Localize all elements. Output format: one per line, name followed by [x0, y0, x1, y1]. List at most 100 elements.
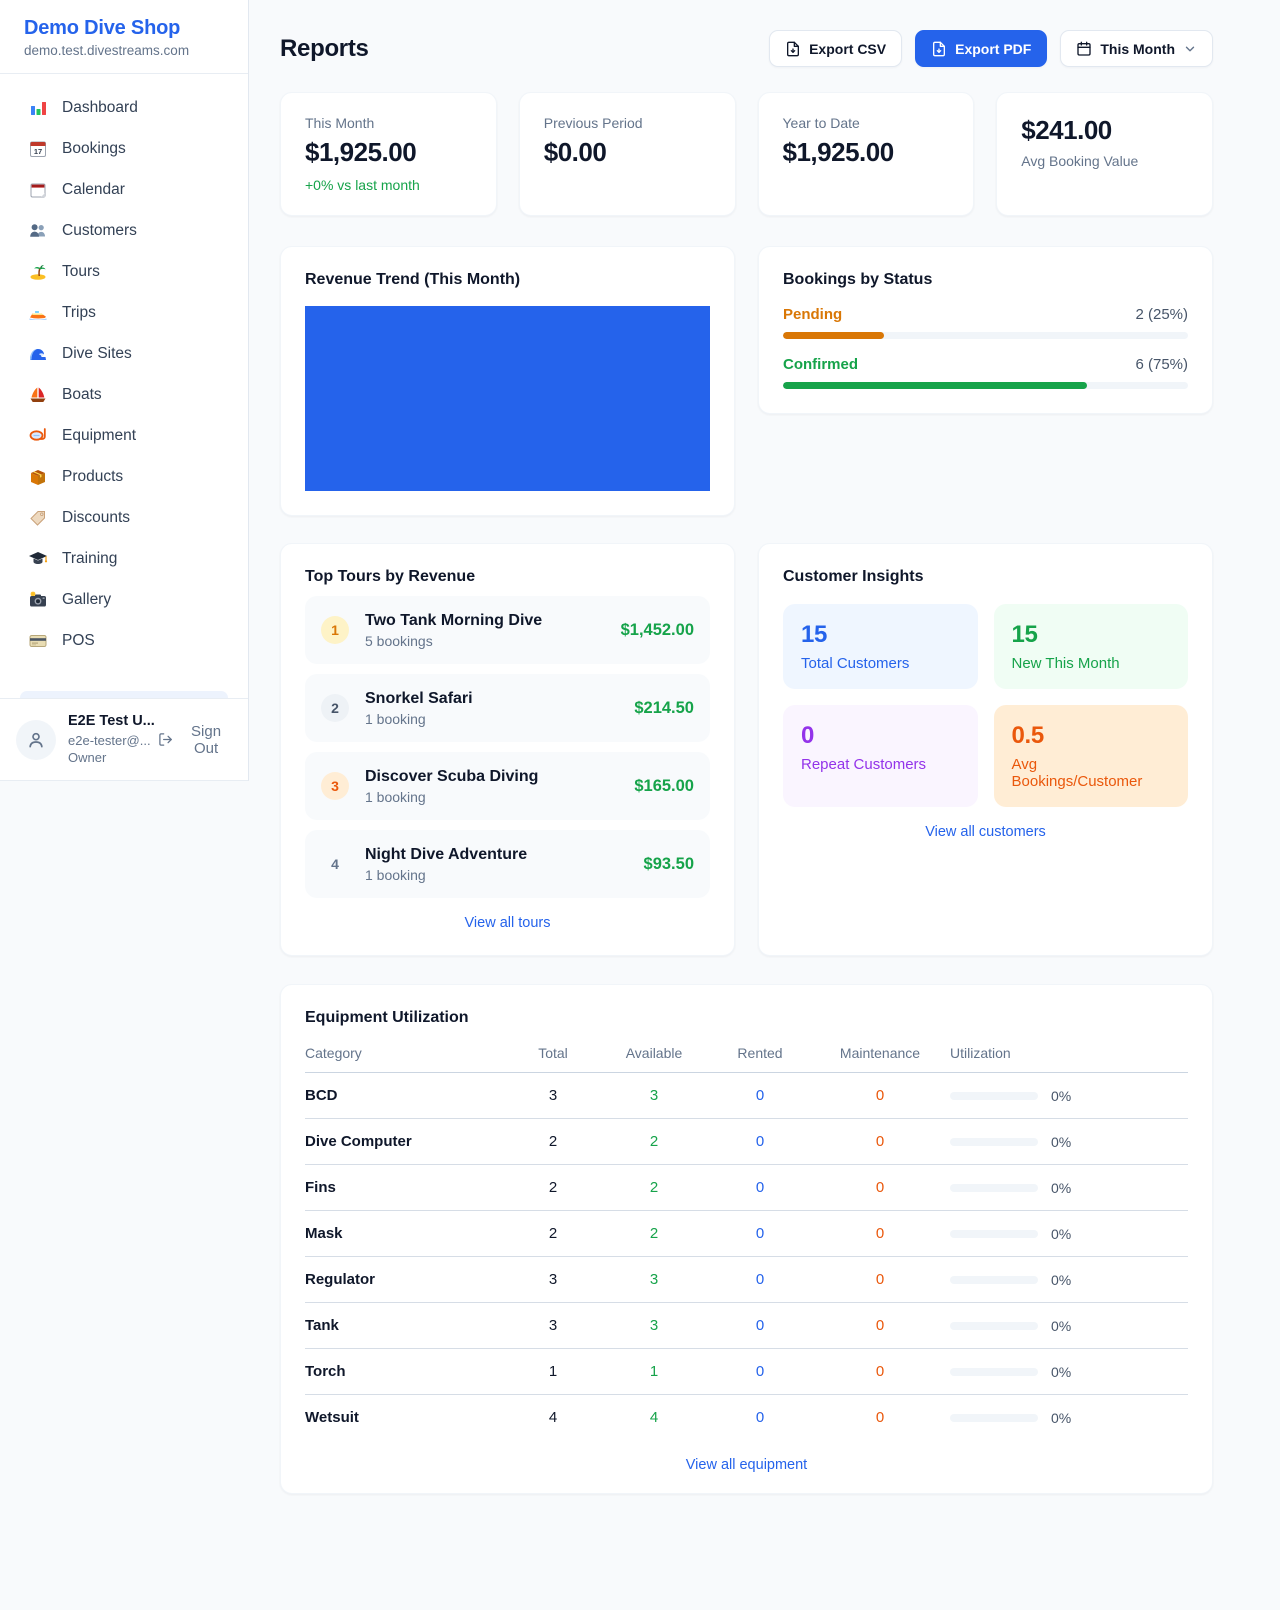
status-value: 6 (75%) [1135, 356, 1188, 373]
export-pdf-button[interactable]: Export PDF [915, 30, 1048, 67]
equipment-available: 4 [649, 1409, 659, 1426]
export-csv-button[interactable]: Export CSV [769, 30, 903, 67]
equipment-row: Regulator 3 3 0 0 0% [305, 1257, 1188, 1303]
view-all-tours-link[interactable]: View all tours [464, 915, 551, 931]
column-header-available: Available [625, 1045, 683, 1061]
file-download-icon [787, 41, 800, 56]
sign-out-button[interactable]: Sign Out [158, 723, 232, 757]
insight-value: 0 [801, 722, 815, 749]
equipment-maintenance: 0 [875, 1225, 885, 1242]
stat-label: Avg Booking Value [1021, 153, 1139, 169]
utilization-bar-track [950, 1321, 1038, 1330]
rank-badge: 3 [321, 772, 349, 800]
period-label: This Month [1100, 40, 1175, 57]
camera-icon [30, 591, 46, 607]
sidebar-item-boats[interactable]: Boats [12, 375, 236, 415]
tour-name: Night Dive Adventure [365, 845, 528, 863]
spiral-calendar-icon [30, 183, 46, 198]
column-header-rented: Rented [737, 1045, 783, 1061]
customer-insights-panel: Customer Insights 15 Total Customers 15 … [758, 543, 1213, 956]
equipment-utilization: 0% [950, 1226, 1188, 1242]
tour-row: 2 Snorkel Safari 1 booking $214.50 [305, 674, 710, 742]
charts-row: Revenue Trend (This Month) Bookings by S… [280, 246, 1213, 516]
sidebar: Demo Dive Shop demo.test.divestreams.com… [0, 0, 249, 781]
sidebar-item-label: Dive Sites [62, 345, 132, 362]
sidebar-item-calendar[interactable]: Calendar [12, 170, 236, 210]
tour-amount: $1,452.00 [620, 620, 694, 639]
equipment-maintenance: 0 [875, 1363, 885, 1380]
user-section: E2E Test U... e2e-tester@... Owner Sign … [0, 698, 248, 780]
graduation-cap-icon [29, 552, 48, 564]
equipment-total: 3 [548, 1271, 558, 1288]
equipment-rented: 0 [755, 1317, 765, 1334]
panel-title: Customer Insights [783, 568, 924, 585]
avatar [16, 719, 56, 760]
equipment-maintenance: 0 [875, 1317, 885, 1334]
equipment-category: Torch [305, 1363, 346, 1380]
status-row-pending: Pending 2 (25%) [783, 306, 1188, 339]
insight-value: 0.5 [1011, 722, 1045, 749]
sidebar-item-discounts[interactable]: Discounts [12, 498, 236, 538]
equipment-row: Mask 2 2 0 0 0% [305, 1211, 1188, 1257]
status-row-confirmed: Confirmed 6 (75%) [783, 356, 1188, 389]
tour-row: 1 Two Tank Morning Dive 5 bookings $1,452… [305, 596, 710, 664]
sidebar-item-trips[interactable]: Trips [12, 293, 236, 333]
equipment-row: Dive Computer 2 2 0 0 0% [305, 1119, 1188, 1165]
equipment-utilization: 0% [950, 1272, 1188, 1288]
sidebar-item-products[interactable]: Products [12, 457, 236, 497]
sidebar-item-tours[interactable]: Tours [12, 252, 236, 292]
stat-label: Year to Date [782, 115, 860, 131]
column-header-category: Category [305, 1045, 362, 1061]
equipment-available: 2 [649, 1179, 659, 1196]
stats-grid: This Month $1,925.00 +0% vs last month P… [280, 92, 1213, 216]
sidebar-item-label: Boats [62, 386, 102, 403]
sidebar-item-label: Customers [62, 222, 137, 239]
sidebar-item-equipment[interactable]: Equipment [12, 416, 236, 456]
status-bar-fill [783, 382, 1087, 389]
status-label: Confirmed [783, 356, 858, 373]
sidebar-item-dive-sites[interactable]: Dive Sites [12, 334, 236, 374]
svg-text:17: 17 [34, 147, 42, 156]
tour-amount: $165.00 [634, 776, 694, 795]
equipment-category: Fins [305, 1179, 336, 1196]
sidebar-item-bookings[interactable]: 17 Bookings [12, 129, 236, 169]
tour-bookings: 1 booking [365, 788, 426, 805]
equipment-panel: Equipment Utilization Category Total Ava… [280, 984, 1213, 1494]
sidebar-item-gallery[interactable]: Gallery [12, 580, 236, 620]
panel-title: Revenue Trend (This Month) [305, 271, 521, 288]
sidebar-item-training[interactable]: Training [12, 539, 236, 579]
top-tours-panel: Top Tours by Revenue 1 Two Tank Morning … [280, 543, 735, 956]
equipment-maintenance: 0 [875, 1087, 885, 1104]
period-dropdown[interactable]: This Month [1060, 30, 1213, 67]
equipment-rented: 0 [755, 1133, 765, 1150]
stat-value: $241.00 [1021, 115, 1112, 145]
equipment-available: 3 [649, 1087, 659, 1104]
view-all-equipment-link[interactable]: View all equipment [685, 1457, 808, 1473]
panel-title: Bookings by Status [783, 271, 933, 288]
sidebar-item-dashboard[interactable]: Dashboard [12, 88, 236, 128]
tag-icon [30, 511, 45, 526]
stat-card-year-to-date: Year to Date $1,925.00 [757, 92, 975, 216]
main-content: Reports Export CSV Export PDF This Month [249, 0, 1280, 1542]
sidebar-item-customers[interactable]: Customers [12, 211, 236, 251]
status-bar-track [783, 382, 1188, 389]
tour-amount: $93.50 [643, 854, 694, 873]
sidebar-item-label: Products [62, 468, 124, 485]
equipment-available: 1 [649, 1363, 659, 1380]
view-all-customers-link[interactable]: View all customers [925, 824, 1046, 840]
user-role: Owner [68, 750, 107, 766]
sidebar-item-pos[interactable]: POS [12, 621, 236, 661]
sidebar-item-label: Training [62, 550, 118, 567]
column-header-utilization: Utilization [950, 1045, 1011, 1061]
tour-amount: $214.50 [634, 698, 694, 717]
equipment-total: 2 [548, 1225, 558, 1242]
equipment-category: Tank [305, 1317, 339, 1334]
sign-out-icon [159, 733, 172, 746]
island-icon [30, 265, 46, 280]
tour-name: Snorkel Safari [365, 689, 473, 707]
package-icon [31, 470, 45, 485]
insight-value: 15 [801, 621, 828, 648]
equipment-total: 4 [548, 1409, 558, 1426]
tour-name: Discover Scuba Diving [365, 767, 539, 785]
